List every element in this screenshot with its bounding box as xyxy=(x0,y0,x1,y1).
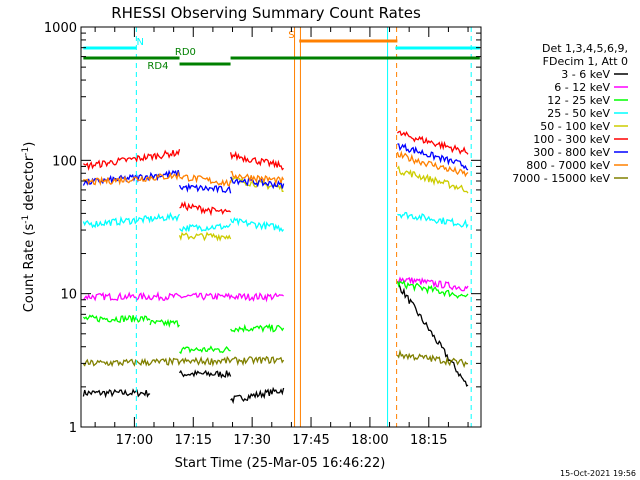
y-tick-label-2: 100 xyxy=(52,154,77,169)
series-3-segment-0 xyxy=(82,211,181,229)
legend-header-line-2: FDecim 1, Att 0 xyxy=(543,55,628,68)
decimation-RD4-label: RD4 xyxy=(147,61,168,72)
legend-entry-7: 800 - 7000 keV xyxy=(526,159,610,172)
series-2-segment-4 xyxy=(396,279,469,299)
x-tick-label-5: 18:15 xyxy=(410,433,447,448)
series-2-segment-0 xyxy=(82,314,151,324)
series-6-segment-2 xyxy=(230,176,285,190)
series-8-segment-0 xyxy=(82,355,285,368)
legend-entry-0: 3 - 6 keV xyxy=(561,68,610,81)
timestamp: 15-Oct-2021 19:56 xyxy=(560,469,636,478)
series-7-segment-2 xyxy=(230,170,285,186)
legend-header-line-1: Det 1,3,4,5,6,9, xyxy=(542,42,628,55)
series-6-segment-1 xyxy=(178,182,232,194)
series-3-segment-3 xyxy=(397,211,469,229)
series-5 xyxy=(82,130,469,217)
y-tick-label-3: 1000 xyxy=(44,21,77,36)
series-6 xyxy=(82,142,469,194)
series-7-segment-3 xyxy=(396,150,469,178)
series-6-segment-3 xyxy=(397,142,469,171)
series-5-segment-3 xyxy=(396,130,469,155)
flag-S-label: S xyxy=(288,30,294,41)
series-0-segment-3 xyxy=(396,281,469,387)
series-2-segment-3 xyxy=(230,323,285,334)
y-axis-label: Count Rate (s-1 detector-1) xyxy=(21,142,37,313)
series-2-segment-1 xyxy=(149,318,180,329)
x-tick-label-2: 17:30 xyxy=(233,433,270,448)
flag-layer: N S RD0 RD4 xyxy=(83,30,480,72)
series-1-segment-1 xyxy=(397,276,469,292)
series-1-segment-0 xyxy=(82,290,284,303)
series-3 xyxy=(82,211,469,233)
series-5-segment-1 xyxy=(179,200,231,217)
x-tick-label-1: 17:15 xyxy=(175,433,212,448)
legend-entry-6: 300 - 800 keV xyxy=(533,146,610,159)
series-5-segment-2 xyxy=(229,150,285,171)
series-4-segment-0 xyxy=(178,231,232,242)
series-3-segment-1 xyxy=(179,222,232,233)
series-0-segment-0 xyxy=(82,388,151,399)
series-5-segment-0 xyxy=(82,149,181,172)
legend-entry-5: 100 - 300 keV xyxy=(533,133,610,146)
legend-entry-4: 50 - 100 keV xyxy=(540,120,610,133)
x-tick-label-4: 18:00 xyxy=(351,433,388,448)
y-tick-label-0: 1 xyxy=(69,421,77,436)
series-0-segment-1 xyxy=(178,369,232,379)
legend-entry-8: 7000 - 15000 keV xyxy=(512,172,610,185)
series-2 xyxy=(82,279,469,355)
series-0 xyxy=(82,281,469,405)
flag-N-label: N xyxy=(137,37,144,48)
chart-title: RHESSI Observing Summary Count Rates xyxy=(111,4,421,22)
axis-layer: 1 10 100 1000 17:00 17:15 17:30 17:45 18:00 18:15 xyxy=(44,21,481,448)
series-7-segment-0 xyxy=(83,170,181,187)
series-7 xyxy=(83,150,469,187)
legend-entry-1: 6 - 12 keV xyxy=(554,81,610,94)
series-0-segment-2 xyxy=(230,386,285,405)
marker-layer xyxy=(135,27,472,427)
series-8-segment-1 xyxy=(396,349,469,369)
x-tick-label-3: 17:45 xyxy=(292,433,329,448)
legend-entry-3: 25 - 50 keV xyxy=(547,107,610,120)
series-8 xyxy=(82,349,469,369)
series-1 xyxy=(82,276,469,303)
series-3-segment-2 xyxy=(229,216,285,233)
series-2-segment-2 xyxy=(179,345,231,355)
series-4-segment-2 xyxy=(396,165,469,194)
x-axis-label: Start Time (25-Mar-05 16:46:22) xyxy=(175,456,386,471)
series-7-segment-1 xyxy=(179,174,232,187)
decimation-RD0-label: RD0 xyxy=(175,47,196,58)
plot-frame xyxy=(80,26,482,428)
x-tick-label-0: 17:00 xyxy=(116,433,153,448)
legend-entry-2: 12 - 25 keV xyxy=(547,94,610,107)
series-layer xyxy=(82,130,469,405)
y-tick-label-1: 10 xyxy=(60,288,77,303)
